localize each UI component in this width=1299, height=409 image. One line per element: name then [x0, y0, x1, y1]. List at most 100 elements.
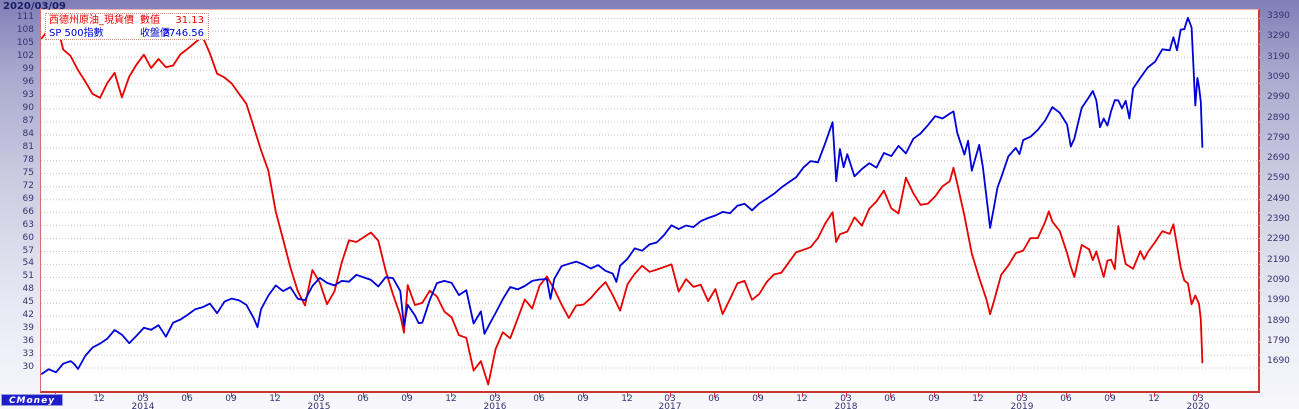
x-axis-month-label: 09 — [928, 394, 940, 404]
x-axis-month-label: 06 — [181, 394, 193, 404]
left-axis-tick-label: 78 — [22, 155, 34, 165]
legend-series-name: SP 500指數 — [49, 28, 104, 39]
right-axis-tick-label: 2390 — [1267, 214, 1290, 224]
right-axis-tick-label: 2890 — [1267, 113, 1290, 123]
right-axis-tick-label: 1990 — [1267, 295, 1290, 305]
legend-value: 2746.56 — [162, 28, 204, 39]
legend-value-label: 數值 — [140, 15, 160, 26]
wti-oil-line — [41, 19, 1204, 386]
right-axis-tick-label: 2090 — [1267, 275, 1290, 285]
legend[interactable]: 西德州原油_現貨價 數值 31.13 SP 500指數 收盤價 2746.56 — [45, 13, 209, 40]
x-axis-tick-mark — [934, 393, 935, 397]
right-axis-tick-label: 3390 — [1267, 11, 1290, 21]
left-axis-tick-label: 81 — [22, 142, 34, 152]
x-axis-tick-mark — [758, 393, 759, 397]
x-axis-month-label: 06 — [708, 394, 720, 404]
right-axis-tick-label: 2190 — [1267, 255, 1290, 265]
right-axis-tick-label: 2290 — [1267, 234, 1290, 244]
x-axis-year-label: 2015 — [307, 402, 331, 409]
x-axis-month-label: 12 — [93, 394, 105, 404]
right-axis-tick-label: 3190 — [1267, 52, 1290, 62]
x-axis-month-label: 09 — [401, 394, 413, 404]
x-axis-month-label: 03 — [489, 394, 501, 404]
x-axis-year-label: 2020 — [1186, 402, 1210, 409]
x-axis-tick-mark — [802, 393, 803, 397]
x-axis-tick-mark — [319, 393, 320, 397]
left-axis-tick-label: 36 — [22, 336, 34, 346]
x-axis-tick-mark — [583, 393, 584, 397]
x-axis-month-label: 09 — [577, 394, 589, 404]
left-axis-tick-label: 72 — [22, 181, 34, 191]
left-axis-tick-label: 63 — [22, 220, 34, 230]
chart-canvas[interactable] — [41, 10, 1261, 394]
gridlines — [41, 17, 1261, 369]
x-axis-tick-mark — [978, 393, 979, 397]
x-axis-tick-mark — [495, 393, 496, 397]
left-axis-tick-label: 69 — [22, 194, 34, 204]
legend-row-wti[interactable]: 西德州原油_現貨價 數值 31.13 — [49, 14, 204, 27]
chart-plot-area[interactable]: 西德州原油_現貨價 數值 31.13 SP 500指數 收盤價 2746.56 — [40, 9, 1261, 394]
x-axis-month-label: 09 — [1104, 394, 1116, 404]
left-axis-tick-label: 51 — [22, 271, 34, 281]
x-axis-tick-mark — [99, 393, 100, 397]
right-axis-tick-label: 1790 — [1267, 336, 1290, 346]
left-axis-tick-label: 39 — [22, 323, 34, 333]
x-axis-tick-mark — [231, 393, 232, 397]
right-axis-tick-label: 3090 — [1267, 72, 1290, 82]
left-axis-tick-label: 84 — [22, 129, 34, 139]
left-axis-tick-label: 102 — [16, 51, 34, 61]
right-axis-tick-label: 2690 — [1267, 153, 1290, 163]
x-axis-tick-mark — [627, 393, 628, 397]
legend-value: 31.13 — [175, 15, 204, 26]
left-axis-tick-label: 99 — [22, 64, 34, 74]
right-axis-tick-label: 1690 — [1267, 356, 1290, 366]
x-axis-year-label: 2016 — [483, 402, 507, 409]
x-axis-month-label: 06 — [533, 394, 545, 404]
x-axis-tick-mark — [143, 393, 144, 397]
x-axis-year-label: 2019 — [1010, 402, 1034, 409]
left-axis-tick-label: 93 — [22, 90, 34, 100]
x-axis-tick-mark — [539, 393, 540, 397]
legend-value-label: 收盤價 — [140, 28, 170, 39]
x-axis-month-label: 06 — [1060, 394, 1072, 404]
x-axis-month-label: 03 — [664, 394, 676, 404]
x-axis-month-label: 12 — [445, 394, 457, 404]
x-axis-month-label: 03 — [1192, 394, 1204, 404]
left-axis-tick-label: 33 — [22, 349, 34, 359]
x-axis-tick-mark — [1022, 393, 1023, 397]
x-axis-tick-mark — [670, 393, 671, 397]
left-axis-tick-label: 87 — [22, 116, 34, 126]
x-axis-month-label: 12 — [1148, 394, 1160, 404]
x-axis-month-label: 06 — [357, 394, 369, 404]
x-axis-month-label: 09 — [752, 394, 764, 404]
left-axis-tick-label: 42 — [22, 310, 34, 320]
left-axis-tick-label: 66 — [22, 207, 34, 217]
x-axis-month-label: 09 — [225, 394, 237, 404]
x-axis-tick-mark — [846, 393, 847, 397]
x-axis-month-label: 03 — [1016, 394, 1028, 404]
legend-row-sp500[interactable]: SP 500指數 收盤價 2746.56 — [49, 27, 204, 40]
right-axis-tick-label: 3290 — [1267, 31, 1290, 41]
x-axis-tick-mark — [1154, 393, 1155, 397]
left-axis-tick-label: 54 — [22, 258, 34, 268]
x-axis-tick-mark — [407, 393, 408, 397]
left-axis-tick-label: 48 — [22, 284, 34, 294]
x-axis-month-label: 12 — [621, 394, 633, 404]
x-axis-month-label: 12 — [972, 394, 984, 404]
left-axis-tick-label: 108 — [16, 25, 34, 35]
x-axis-tick-mark — [1066, 393, 1067, 397]
x-axis-year-label: 2014 — [131, 402, 155, 409]
left-axis-tick-label: 90 — [22, 103, 34, 113]
x-axis-tick-mark — [363, 393, 364, 397]
cmoney-logo: CMoney — [1, 394, 63, 406]
legend-series-name: 西德州原油_現貨價 — [49, 15, 134, 26]
x-axis-year-label: 2018 — [834, 402, 858, 409]
left-axis-tick-label: 96 — [22, 77, 34, 87]
x-axis-month-label: 03 — [137, 394, 149, 404]
left-axis-tick-label: 105 — [16, 38, 34, 48]
left-axis-tick-label: 60 — [22, 233, 34, 243]
right-axis-tick-label: 1890 — [1267, 316, 1290, 326]
left-axis-tick-label: 75 — [22, 168, 34, 178]
x-axis-month-label: 12 — [796, 394, 808, 404]
